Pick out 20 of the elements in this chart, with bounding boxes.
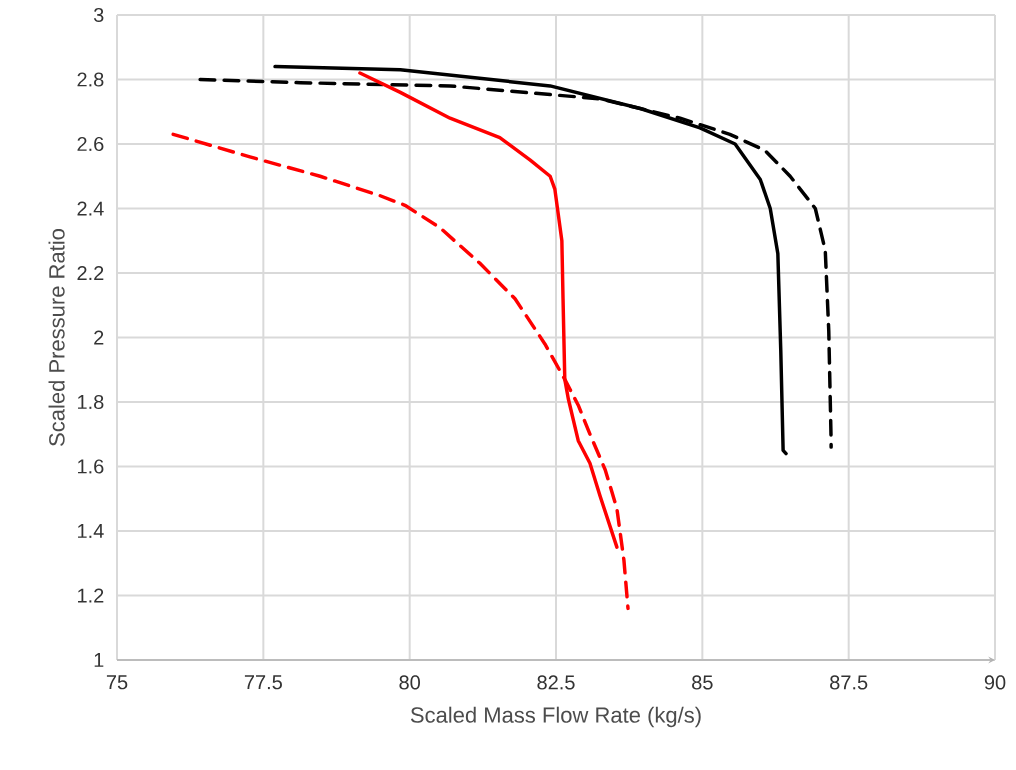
x-tick-label: 80 xyxy=(399,675,420,690)
y-tick-label: 1.4 xyxy=(78,524,104,538)
y-tick-label: 2.8 xyxy=(77,72,104,87)
y-tick-label: 2 xyxy=(94,330,104,345)
y-axis-title: Scaled Pressure Ratio xyxy=(48,229,65,446)
x-tick-label: 82.5 xyxy=(537,675,575,690)
y-tick-label: 3 xyxy=(93,7,104,23)
y-tick-label: 2.2 xyxy=(77,266,104,280)
y-tick-label: 2.4 xyxy=(77,201,104,216)
x-tick-label: 87.5 xyxy=(830,675,868,690)
y-tick-label: 2.6 xyxy=(77,136,104,152)
x-tick-label: 85 xyxy=(692,675,713,690)
x-tick-label: 75 xyxy=(106,675,128,690)
x-tick-label: 90 xyxy=(984,675,1006,690)
y-tick-label: 1.2 xyxy=(78,588,104,603)
x-axis-title: Scaled Mass Flow Rate (kg/s) xyxy=(410,706,701,728)
y-tick-label: 1 xyxy=(94,653,104,667)
y-tick-label: 1.8 xyxy=(78,394,104,410)
x-tick-label: 77.5 xyxy=(244,675,282,690)
y-tick-label: 1.6 xyxy=(78,459,104,474)
